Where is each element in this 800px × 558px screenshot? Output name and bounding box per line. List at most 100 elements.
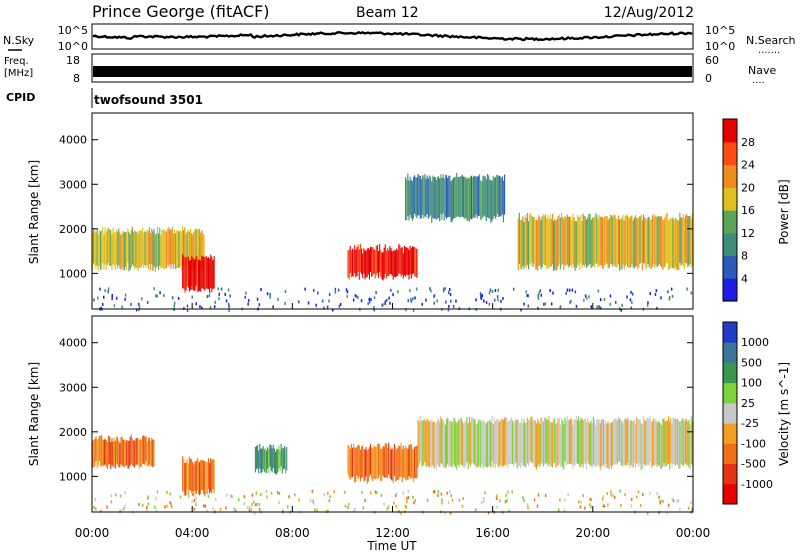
echo-cell: [277, 449, 279, 473]
scatter-echo: [578, 500, 580, 504]
echo-cell: [168, 227, 170, 267]
echo-cell: [502, 180, 504, 223]
scatter-echo: [405, 308, 407, 312]
scatter-echo: [569, 301, 571, 305]
scatter-echo: [224, 292, 226, 296]
colorbar-tick-label: -500: [741, 458, 766, 471]
echo-cell: [186, 256, 188, 287]
echo-cell: [188, 231, 190, 268]
echo-cell: [666, 420, 668, 465]
echo-cell: [679, 421, 681, 469]
scatter-echo: [449, 288, 451, 291]
echo-cell: [675, 419, 677, 465]
echo-band: [254, 443, 288, 475]
echo-cell: [476, 423, 478, 468]
echo-cell: [679, 212, 681, 263]
echo-cell: [127, 228, 129, 263]
echo-cell: [432, 421, 434, 466]
scatter-echo: [204, 493, 206, 497]
station-title: Prince George (fitACF): [92, 2, 270, 21]
scatter-echo: [316, 508, 318, 512]
scatter-echo: [670, 287, 673, 291]
echo-band: [92, 434, 155, 470]
echo-cell: [472, 177, 474, 219]
echo-cell: [463, 423, 465, 468]
echo-cell: [104, 227, 106, 265]
scatter-echo: [485, 301, 488, 305]
echo-cell: [648, 216, 650, 268]
scatter-echo: [111, 297, 113, 301]
echo-cell: [194, 259, 196, 291]
echo-cell: [469, 421, 471, 467]
echo-cell: [521, 418, 523, 463]
echo-cell: [489, 420, 491, 466]
echo-cell: [191, 233, 193, 270]
power-y-axis: 1000 2000 3000 4000: [59, 134, 693, 280]
echo-cell: [614, 215, 616, 267]
echo-cell: [477, 175, 479, 216]
echo-cell: [509, 419, 511, 465]
scatter-echo: [475, 298, 477, 302]
echo-cell: [636, 417, 638, 464]
scatter-echo: [352, 298, 355, 302]
echo-cell: [186, 232, 188, 269]
scatter-echo: [328, 293, 331, 296]
echo-cell: [605, 420, 607, 464]
scatter-echo: [376, 491, 378, 495]
freq-left-tick-top: 18: [66, 54, 80, 67]
echo-cell: [430, 176, 432, 216]
echo-cell: [452, 177, 454, 220]
scatter-echo: [537, 296, 540, 300]
echo-cell: [664, 421, 666, 467]
echo-cell: [691, 421, 693, 466]
echo-cell: [685, 419, 687, 464]
scatter-echo: [345, 288, 348, 292]
echo-cell: [389, 246, 391, 275]
echo-cell: [375, 245, 377, 276]
echo-cell: [546, 419, 548, 464]
echo-cell: [407, 247, 409, 276]
scatter-echo: [550, 302, 553, 306]
echo-cell: [494, 176, 496, 219]
scatter-echo: [287, 505, 289, 509]
scatter-echo: [642, 493, 644, 496]
echo-cell: [645, 421, 647, 466]
echo-cell: [187, 256, 189, 288]
echo-cell: [434, 423, 436, 468]
echo-cell: [660, 216, 662, 266]
scatter-echo: [195, 502, 197, 506]
colorbar-tick-label: 16: [741, 204, 755, 217]
scatter-echo: [367, 302, 369, 306]
echo-cell: [673, 417, 675, 465]
echo-cell: [409, 444, 411, 479]
echo-cell: [183, 256, 185, 289]
scatter-echo: [397, 290, 399, 294]
scatter-echo: [311, 489, 314, 493]
echo-cell: [129, 436, 131, 466]
echo-cell: [631, 420, 633, 468]
echo-cell: [121, 233, 123, 268]
scatter-echo: [395, 492, 398, 496]
scatter-echo: [480, 294, 482, 297]
colorbar-swatch: [723, 402, 737, 424]
echo-cell: [350, 444, 352, 478]
echo-cell: [436, 420, 438, 465]
scatter-echo: [621, 303, 623, 307]
scatter-echo: [412, 297, 414, 301]
scatter-echo: [259, 493, 262, 496]
echo-cell: [668, 416, 670, 465]
echo-cell: [356, 246, 358, 276]
scatter-echo: [426, 498, 429, 502]
scatter-echo: [449, 293, 452, 297]
echo-cell: [423, 176, 425, 219]
echo-cell: [611, 215, 613, 265]
echo-cell: [580, 418, 582, 467]
scatter-echo: [141, 503, 144, 507]
echo-cell: [143, 232, 145, 269]
scatter-echo: [646, 303, 649, 307]
echo-cell: [469, 176, 471, 219]
echo-cell: [372, 448, 374, 482]
echo-cell: [481, 181, 483, 220]
echo-cell: [422, 420, 424, 466]
echo-cell: [416, 445, 418, 478]
